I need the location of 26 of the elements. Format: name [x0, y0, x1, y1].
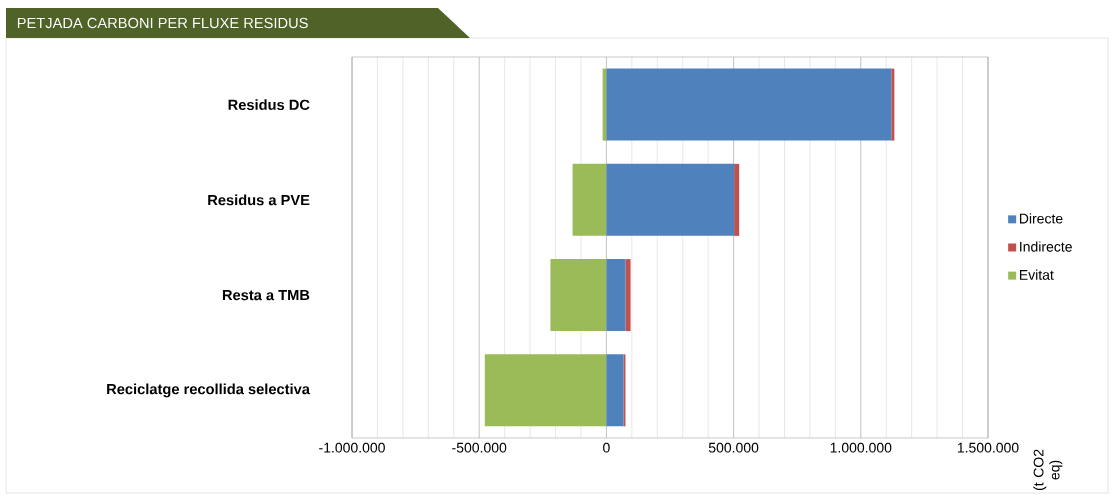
x-tick-label: 500.000: [708, 442, 759, 453]
legend-label: Indirecte: [1020, 241, 1072, 252]
bar: [625, 259, 631, 332]
x-tick-label: 1.000.000: [830, 442, 892, 453]
x-tick-label: -500.000: [452, 442, 507, 453]
bar: [572, 163, 607, 236]
text: (t CO2 eq): [1033, 449, 1063, 491]
bar: [891, 68, 895, 141]
y-tick-label: Residus DC: [228, 99, 310, 110]
y-tick-label: Resta a TMB: [222, 290, 310, 301]
bar: [623, 354, 626, 427]
bar: [484, 354, 607, 427]
bar: [606, 163, 735, 236]
bar: [734, 163, 740, 236]
legend-label: Evitat: [1019, 269, 1054, 280]
legend-label: Directe: [1019, 213, 1063, 224]
y-tick-label: Residus a PVE: [208, 194, 310, 206]
bar: [550, 259, 607, 332]
bar: [606, 68, 892, 141]
x-tick-label: -1.000.000: [319, 442, 385, 453]
bar: [606, 354, 624, 427]
x-tick-label: 1.500.000: [957, 442, 1019, 453]
text: PETJADA CARBONI PER FLUXE RESIDUS: [17, 17, 308, 29]
y-tick-label: Reciclatge recollida selectiva: [107, 383, 311, 398]
bar: [606, 259, 626, 332]
x-tick-label: 0: [603, 442, 610, 453]
